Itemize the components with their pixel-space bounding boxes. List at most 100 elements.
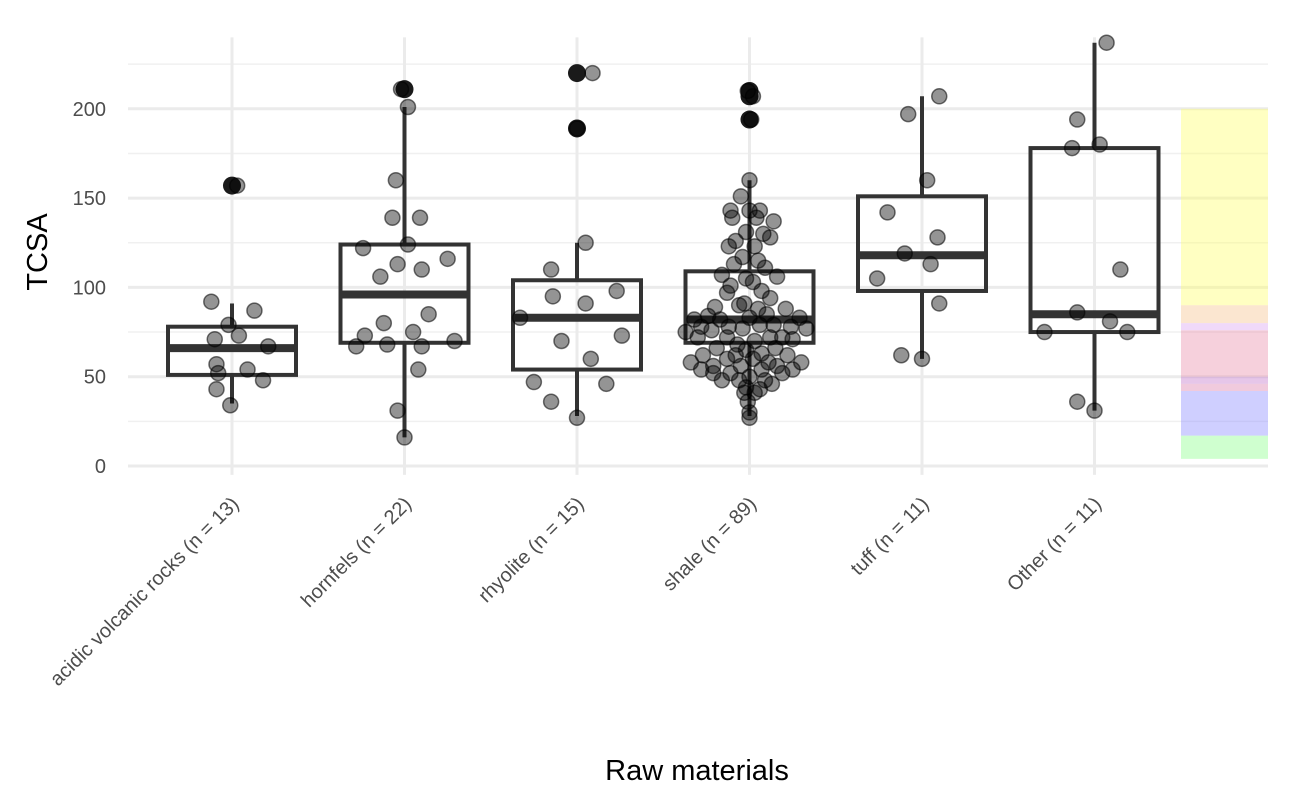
- data-point: [744, 88, 762, 105]
- data-point: [544, 288, 562, 305]
- data-point: [239, 361, 256, 378]
- data-point: [228, 177, 246, 194]
- data-point: [777, 300, 794, 318]
- data-point: [608, 282, 625, 300]
- data-point: [718, 284, 736, 302]
- data-point: [598, 375, 615, 393]
- legend-strip: [1181, 330, 1268, 377]
- data-point: [372, 268, 389, 285]
- data-point: [439, 250, 456, 268]
- data-point: [727, 347, 744, 364]
- legend-strip: [1181, 108, 1268, 306]
- data-point: [703, 322, 720, 339]
- data-point: [1119, 323, 1136, 341]
- data-points: [203, 34, 1136, 446]
- outlier-point: [568, 119, 586, 138]
- data-point: [751, 316, 769, 334]
- data-point: [399, 98, 417, 116]
- y-tick-label: 50: [84, 367, 106, 389]
- data-point: [1098, 34, 1115, 51]
- data-point: [208, 355, 225, 373]
- data-point: [746, 238, 763, 255]
- data-point: [899, 105, 917, 123]
- data-point: [732, 188, 750, 205]
- data-point: [784, 361, 801, 378]
- data-point: [411, 209, 429, 226]
- data-point: [730, 297, 748, 314]
- data-point: [748, 209, 765, 226]
- data-point: [577, 295, 594, 312]
- data-point: [742, 111, 760, 128]
- box-5: [1028, 42, 1161, 411]
- data-point: [1069, 111, 1086, 128]
- data-point: [741, 404, 758, 421]
- data-point: [741, 171, 758, 189]
- data-point: [392, 80, 410, 98]
- data-point: [259, 338, 277, 355]
- data-point: [553, 332, 570, 350]
- data-point: [613, 327, 631, 344]
- x-tick-label: rhyolite (n = 15): [474, 493, 588, 607]
- data-point: [413, 338, 430, 355]
- data-point: [922, 255, 939, 273]
- data-point: [756, 259, 774, 277]
- data-point: [577, 234, 594, 251]
- x-tick-label: tuff (n = 11): [847, 493, 934, 580]
- data-point: [542, 261, 560, 278]
- data-point: [584, 64, 601, 82]
- data-point: [744, 350, 762, 368]
- data-point: [511, 309, 529, 327]
- data-point: [206, 330, 223, 348]
- data-point: [893, 347, 910, 364]
- data-point: [525, 373, 543, 391]
- data-point: [356, 327, 374, 344]
- box-iqr: [511, 278, 643, 372]
- data-point: [446, 332, 463, 350]
- data-point: [879, 204, 896, 221]
- data-point: [725, 255, 743, 273]
- data-point: [737, 223, 755, 241]
- data-point: [798, 320, 815, 337]
- data-point: [413, 261, 430, 278]
- data-point: [929, 229, 946, 246]
- data-point: [689, 329, 706, 346]
- legend-strip: [1181, 383, 1268, 391]
- data-point: [220, 316, 237, 334]
- data-point: [767, 339, 784, 357]
- outlier-point: [395, 80, 414, 99]
- data-point: [931, 295, 948, 312]
- data-point: [387, 171, 405, 189]
- data-point: [384, 209, 401, 226]
- data-point: [1101, 313, 1119, 330]
- box-2: [511, 64, 643, 416]
- data-point: [692, 361, 710, 378]
- data-point: [784, 330, 801, 348]
- y-tick-label: 150: [73, 188, 106, 210]
- box-4: [856, 96, 988, 359]
- data-point: [347, 338, 365, 355]
- data-point: [203, 293, 220, 310]
- data-point: [765, 316, 782, 334]
- data-point: [931, 88, 948, 105]
- data-point: [868, 270, 886, 287]
- data-point: [208, 380, 225, 398]
- data-point: [720, 238, 738, 255]
- y-axis-title: TCSA: [22, 213, 54, 291]
- data-point: [542, 393, 560, 410]
- data-point: [230, 327, 248, 344]
- data-point: [761, 289, 779, 307]
- data-point: [734, 320, 751, 337]
- data-point: [1069, 304, 1086, 321]
- x-tick-label: Other (n = 11): [1003, 493, 1106, 596]
- data-point: [741, 409, 758, 427]
- data-point: [768, 268, 786, 285]
- data-point: [396, 429, 413, 446]
- data-point: [1063, 139, 1081, 157]
- y-tick-label: 100: [73, 277, 106, 299]
- data-point: [1091, 136, 1108, 153]
- data-point: [1086, 402, 1103, 419]
- data-point: [713, 372, 731, 389]
- data-point: [713, 266, 731, 284]
- data-point: [568, 120, 586, 137]
- data-point: [782, 318, 800, 335]
